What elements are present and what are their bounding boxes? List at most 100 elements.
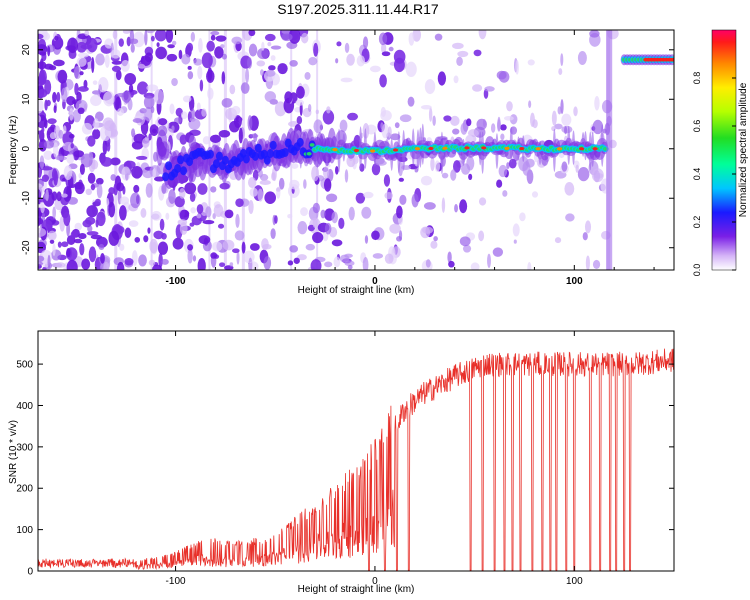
spectrogram-noise-blob	[87, 135, 96, 147]
snr-y-axis: 0 100 200 300 400 500	[16, 360, 674, 578]
spectrogram-noise-blob	[121, 166, 131, 181]
spectrogram-noise-blob	[68, 98, 73, 106]
spectrogram-noise-blob	[158, 118, 168, 126]
spectrogram-noise-blob	[128, 220, 139, 227]
spectrogram-noise-blob	[284, 91, 293, 104]
spectrogram-y-label: Frequency (Hz)	[8, 116, 19, 185]
spectrogram-noise-blob	[144, 30, 148, 46]
spectrogram-noise-blob	[43, 150, 53, 161]
spectrogram-noise-blob	[210, 186, 217, 193]
ridge-hotspot	[535, 147, 541, 151]
snr-y-tick-label: 200	[16, 484, 33, 495]
spectrogram-noise-blob	[153, 230, 164, 240]
spectrogram-noise-blob	[51, 191, 58, 201]
spectrogram-noise-blob	[289, 245, 299, 253]
ridge-core	[212, 159, 220, 169]
spectrogram-noise-blob	[91, 57, 95, 73]
spectrogram-noise-blob	[104, 54, 110, 68]
ridge-core	[266, 149, 274, 159]
spectrogram-noise-blob	[577, 50, 587, 66]
spectrogram-noise-blob	[346, 53, 355, 66]
ridge-core	[174, 163, 182, 173]
spectrogram-noise-blob	[347, 112, 359, 121]
spectrogram-noise-blob	[331, 239, 343, 247]
spectrogram-noise-blob	[56, 91, 61, 103]
spectrogram-noise-blob	[137, 81, 149, 95]
spectrogram-noise-blob	[179, 134, 188, 145]
spectrogram-noise-blob	[473, 49, 482, 57]
spectrogram-noise-blob	[388, 46, 394, 52]
snr-x-tick-label: -100	[166, 576, 186, 587]
spectrogram-noise-blob	[145, 30, 156, 34]
spectrogram-noise-blob	[462, 244, 472, 253]
spectrogram-noise-blob	[161, 182, 167, 195]
spectrogram-noise-blob	[339, 119, 348, 132]
spectrogram-noise-blob	[67, 37, 79, 54]
spectrogram-noise-blob	[459, 236, 471, 247]
spectrogram-noise-blob	[270, 228, 276, 240]
spectrogram-noise-blob	[369, 65, 381, 73]
spectrogram-y-tick-label: -10	[21, 191, 32, 206]
spectrogram-noise-blob	[261, 41, 265, 51]
spectrogram-noise-blob	[432, 115, 436, 126]
spectrogram-noise-blob	[383, 174, 391, 187]
ridge-halo	[159, 141, 170, 161]
spectrogram-noise-blob	[103, 261, 110, 270]
spectrogram-noise-blob	[423, 202, 436, 210]
spectrogram-noise-blob	[304, 71, 311, 80]
spectrogram-noise-blob	[76, 56, 87, 67]
spectrogram-noise-blob	[248, 261, 259, 270]
ridge-core	[296, 137, 304, 147]
spectrogram-noise-blob	[387, 126, 392, 138]
spectrogram-noise-blob	[441, 172, 449, 179]
colorbar-ticks: 0.0 0.2 0.4 0.6 0.8	[692, 72, 736, 276]
spectrogram-noise-blob	[90, 94, 102, 107]
spectrogram-noise-blob	[312, 202, 320, 214]
ridge-hotspot	[578, 147, 585, 151]
spectrogram-noise-blob	[287, 260, 294, 266]
spectrogram-noise-blob	[199, 79, 204, 92]
spectrogram-noise-blob	[53, 105, 57, 114]
spectrogram-noise-blob	[201, 108, 207, 117]
spectrogram-noise-blob	[346, 155, 356, 168]
spectrogram-x-axis: -100 0 100	[55, 30, 655, 287]
spectrogram-noise-blob	[336, 41, 342, 47]
spectrogram-noise-blob	[120, 59, 130, 72]
spectrogram-noise-blob	[148, 259, 156, 266]
spectrogram-noise-blob	[189, 222, 195, 227]
spectrogram-noise-blob	[381, 42, 387, 54]
spectrogram-noise-blob	[393, 49, 406, 64]
spectrogram-noise-blob	[86, 37, 98, 53]
spectrogram-noise-blob	[288, 30, 301, 44]
spectrogram-noise-blob	[100, 156, 113, 167]
spectrogram-noise-blob	[287, 214, 293, 219]
spectrogram-x-tick-label: 100	[566, 276, 583, 287]
spectrogram-noise-blob	[66, 153, 75, 164]
spectrogram-noise-blob	[305, 243, 316, 251]
ridge-core	[206, 149, 214, 159]
spectrogram-noise-blob	[456, 56, 463, 67]
spectrogram-noise-blob	[130, 192, 141, 209]
spectrogram-noise-blob	[70, 142, 74, 149]
spectrogram-noise-blob	[137, 63, 146, 69]
spectrogram-noise-blob	[527, 262, 532, 270]
spectrogram-noise-blob	[111, 60, 123, 65]
colorbar: 0.0 0.2 0.4 0.6 0.8 Normalized spectral ampl…	[692, 29, 749, 276]
spectrogram-noise-blob	[38, 211, 42, 227]
spectrogram-noise-blob	[453, 160, 461, 173]
spectrogram-noise-blob	[201, 52, 213, 69]
spectrogram-noise-blob	[212, 241, 223, 252]
spectrogram-noise-blob	[527, 59, 535, 66]
spectrogram-noise-blob	[52, 91, 57, 103]
spectrogram-noise-blob	[275, 187, 281, 192]
spectrogram-noise-blob	[62, 125, 67, 134]
spectrogram-noise-blob	[55, 156, 67, 161]
spectrogram-noise-blob	[322, 109, 335, 125]
spectrogram-noise-blob	[52, 243, 56, 256]
spectrogram-noise-blob	[196, 102, 201, 111]
spectrogram-noise-blob	[214, 46, 224, 59]
spectrogram-noise-blob	[411, 193, 419, 208]
spectrogram-noise-blob	[364, 235, 369, 244]
spectrogram-noise-blob	[189, 192, 196, 202]
spectrogram-noise-blob	[161, 233, 167, 240]
